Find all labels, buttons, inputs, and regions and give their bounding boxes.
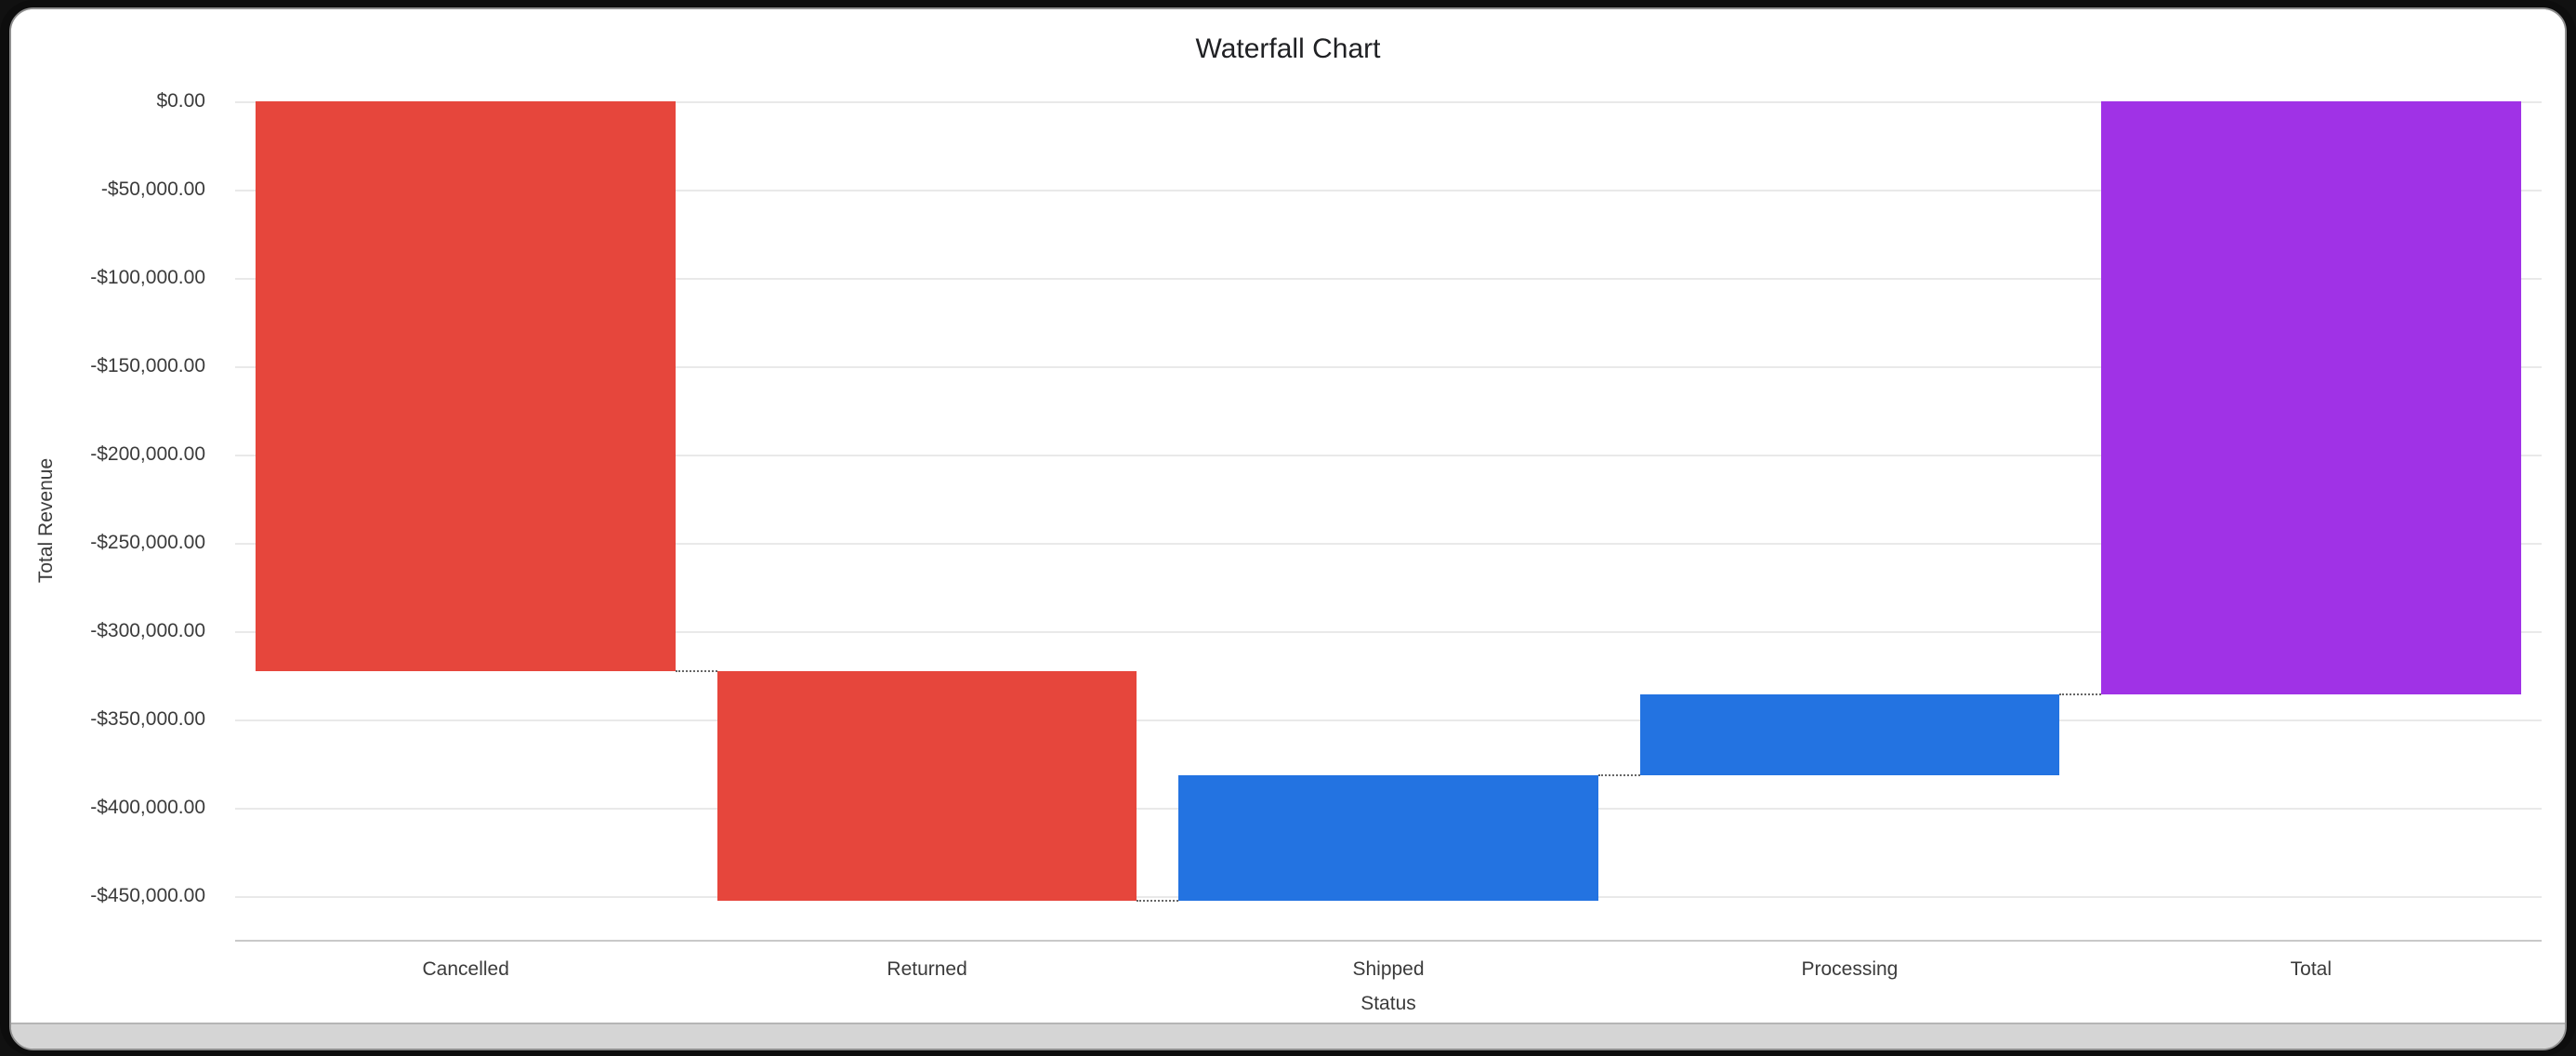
y-tick-label: -$350,000.00 bbox=[90, 707, 205, 730]
y-axis-ticks: $0.00 -$50,000.00 -$100,000.00 -$150,000.00… bbox=[11, 90, 205, 940]
y-tick-label: -$300,000.00 bbox=[90, 619, 205, 641]
x-tick-label: Shipped bbox=[1352, 958, 1425, 980]
gridline bbox=[235, 101, 2542, 103]
gridline bbox=[235, 277, 2542, 280]
gridline bbox=[235, 365, 2542, 368]
gridline bbox=[235, 630, 2542, 633]
gridline bbox=[235, 189, 2542, 191]
y-tick-label: -$100,000.00 bbox=[90, 266, 205, 288]
y-tick-label: -$400,000.00 bbox=[90, 796, 205, 818]
x-axis-categories: Cancelled Returned Shipped Processing Total bbox=[235, 958, 2542, 981]
waterfall-bar-shipped[interactable] bbox=[1178, 775, 1598, 902]
plot-area bbox=[235, 101, 2542, 942]
y-tick-label: $0.00 bbox=[156, 90, 205, 112]
waterfall-bar-returned[interactable] bbox=[716, 671, 1137, 902]
x-axis-title: Status bbox=[1360, 993, 1416, 1014]
waterfall-chart[interactable]: Waterfall Chart Total Revenue $0.00 -$50,… bbox=[11, 9, 2565, 1023]
y-tick-label: -$250,000.00 bbox=[90, 531, 205, 553]
y-tick-label: -$200,000.00 bbox=[90, 442, 205, 465]
connector-line bbox=[676, 670, 717, 673]
chart-window-frame: Waterfall Chart Total Revenue $0.00 -$50,… bbox=[9, 7, 2567, 1050]
connector-line bbox=[2059, 693, 2101, 696]
gridline bbox=[235, 719, 2542, 721]
waterfall-bar-total[interactable] bbox=[2100, 101, 2521, 695]
waterfall-bar-processing[interactable] bbox=[1639, 694, 2060, 776]
chart-title: Waterfall Chart bbox=[1195, 33, 1381, 64]
connector-line bbox=[1137, 900, 1179, 903]
x-tick-label: Cancelled bbox=[422, 958, 509, 980]
waterfall-bar-cancelled[interactable] bbox=[256, 101, 677, 672]
x-tick-label: Returned bbox=[887, 958, 967, 980]
x-tick-label: Total bbox=[2290, 958, 2332, 980]
y-tick-label: -$50,000.00 bbox=[100, 178, 205, 200]
gridline bbox=[235, 454, 2542, 456]
connector-line bbox=[1597, 774, 1640, 777]
x-tick-label: Processing bbox=[1801, 958, 1899, 980]
y-tick-label: -$150,000.00 bbox=[90, 354, 205, 376]
gridline bbox=[235, 542, 2542, 545]
sheet-edge-strip bbox=[11, 1023, 2565, 1049]
y-tick-label: -$450,000.00 bbox=[90, 884, 205, 906]
